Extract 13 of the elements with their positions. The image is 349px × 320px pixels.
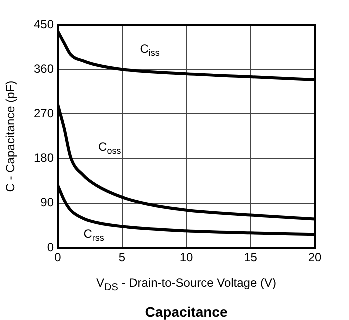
y-tick-label: 360 [34,62,54,76]
text: Capacitance [144,304,229,320]
y-tick-label: 0 [47,240,54,254]
x-tick-label: 15 [244,250,258,265]
y-tick-label: 450 [34,17,54,32]
y-axis-title: C - Capacitance (pF) [4,80,18,192]
y-tick-label: 180 [34,151,54,166]
y-tick-label: 270 [34,106,54,121]
x-axis-title: V$_{DS}$ - Drain-to-Source Voltage (V) [96,275,278,296]
y-tick-label: 90 [40,196,54,210]
x-tick-label: 10 [180,250,194,265]
x-tick-label: 20 [308,250,322,265]
x-tick-label: 5 [118,250,126,265]
